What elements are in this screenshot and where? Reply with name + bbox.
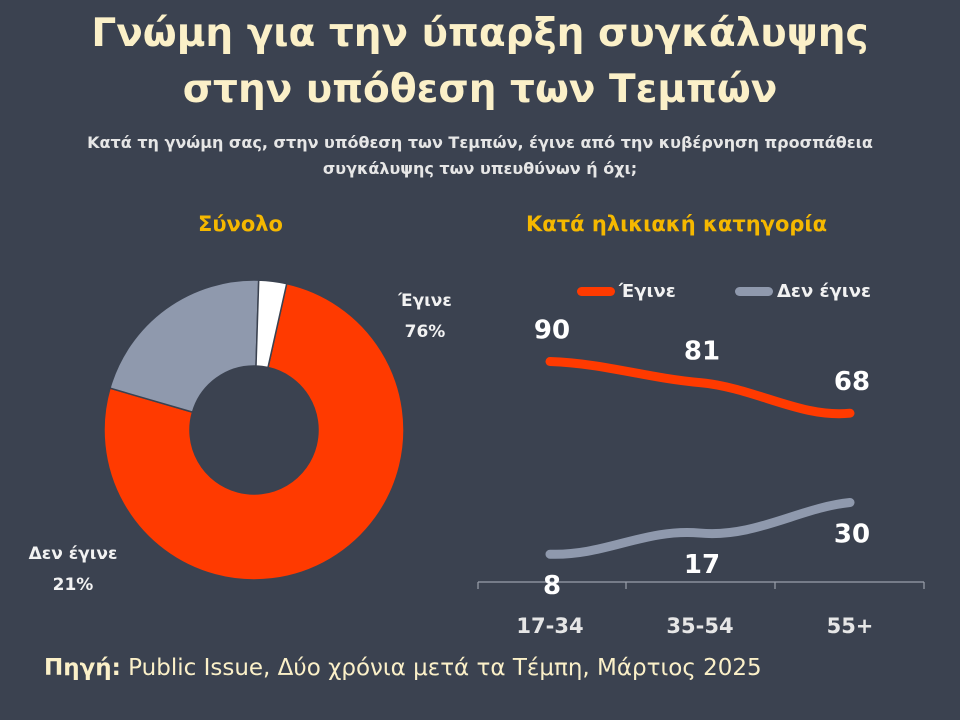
egine-slice-value: 76% xyxy=(404,322,446,342)
data-label-s0-0: 90 xyxy=(534,316,570,346)
donut-section-title: Σύνολο xyxy=(198,212,283,236)
title-line-1: Γνώμη για την ύπαρξη συγκάλυψης xyxy=(91,11,869,56)
x-tick-label-1: 35-54 xyxy=(666,614,733,638)
source-label: Πηγή: xyxy=(44,655,121,681)
series-line-1 xyxy=(545,498,855,559)
data-label-s1-0: 8 xyxy=(543,571,561,601)
data-label-s0-2: 68 xyxy=(834,367,870,397)
legend-den-egine: Δεν έγινε xyxy=(735,278,871,304)
subtitle-line-2: συγκάλυψης των υπευθύνων ή όχι; xyxy=(322,159,638,178)
legend-den-egine-swatch xyxy=(735,286,773,296)
egine-slice-name: Έγινε xyxy=(398,291,452,311)
question-subtitle: Κατά τη γνώμη σας, στην υπόθεση των Τεμπ… xyxy=(20,130,940,182)
donut-slice-2 xyxy=(255,279,288,369)
data-label-s0-1: 81 xyxy=(684,337,720,367)
line-section-title: Κατά ηλικιακή κατηγορία xyxy=(526,212,828,236)
donut-slice-0 xyxy=(103,282,405,581)
subtitle-line-1: Κατά τη γνώμη σας, στην υπόθεση των Τεμπ… xyxy=(87,133,873,152)
legend-den-egine-label: Δεν έγινε xyxy=(777,280,872,302)
x-tick-label-2: 55+ xyxy=(827,614,874,638)
source-note: Πηγή: Public Issue, Δύο χρόνια μετά τα Τ… xyxy=(44,655,762,681)
data-label-s1-1: 17 xyxy=(684,550,720,580)
source-text: Public Issue, Δύο χρόνια μετά τα Τέμπη, … xyxy=(120,655,762,681)
data-label-s1-2: 30 xyxy=(834,520,870,550)
den-egine-slice-name: Δεν έγινε xyxy=(28,544,118,564)
chart-title: Γνώμη για την ύπαρξη συγκάλυψης στην υπό… xyxy=(0,6,960,118)
den-egine-slice-value: 21% xyxy=(52,575,94,595)
series-line-0 xyxy=(545,357,855,419)
donut-slice-1 xyxy=(109,279,260,414)
legend-egine-label: Έγινε xyxy=(619,280,676,302)
legend-egine-swatch xyxy=(577,286,615,296)
egine-slice-label: Έγινε 76% xyxy=(380,286,470,348)
x-tick-label-0: 17-34 xyxy=(516,614,583,638)
legend-egine: Έγινε xyxy=(577,278,676,304)
title-line-2: στην υπόθεση των Τεμπών xyxy=(182,67,778,112)
den-egine-slice-label: Δεν έγινε 21% xyxy=(18,539,128,601)
